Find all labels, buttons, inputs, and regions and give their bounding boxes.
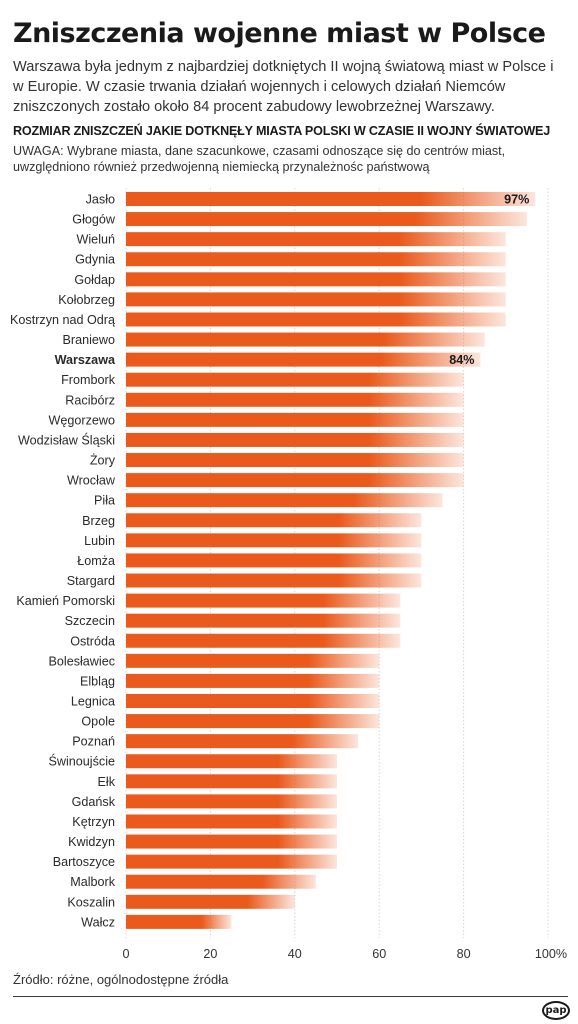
bar	[126, 533, 422, 548]
category-label: Wodzisław Śląski	[18, 432, 115, 447]
bar	[126, 513, 422, 528]
bar	[126, 874, 316, 889]
category-label: Wieluń	[77, 233, 116, 247]
bar	[126, 372, 464, 387]
bar	[126, 573, 422, 588]
category-label: Brzeg	[82, 514, 115, 528]
bar	[126, 814, 337, 829]
bar	[126, 694, 380, 708]
bar	[126, 714, 380, 729]
bar	[126, 794, 337, 809]
bar	[126, 412, 464, 427]
bar	[126, 754, 337, 769]
category-label: Piła	[94, 494, 115, 508]
bar	[126, 232, 506, 247]
data-label: 97%	[504, 193, 529, 207]
category-label: Kostrzyn nad Odrą	[10, 313, 115, 327]
x-tick-label: 40	[288, 947, 302, 961]
category-label: Ełk	[98, 775, 116, 789]
category-label: Frombork	[61, 373, 116, 387]
bar	[126, 613, 401, 628]
x-tick-label: 0	[122, 947, 129, 961]
chart-subtitle: ROZMIAR ZNISZCZEŃ JAKIE DOTKNĘŁY MIASTA …	[13, 124, 551, 138]
bar	[126, 392, 464, 407]
category-label: Kwidzyn	[68, 835, 115, 849]
category-label: Bartoszyce	[53, 855, 115, 869]
footer-rule	[13, 996, 568, 997]
bar	[126, 633, 401, 648]
bar	[126, 473, 464, 488]
category-label: Warszawa	[55, 353, 116, 367]
category-label: Elbląg	[80, 674, 115, 688]
bar	[126, 834, 337, 849]
bar	[126, 854, 337, 869]
bar	[126, 252, 506, 267]
bar	[126, 653, 380, 668]
x-tick-label: 60	[372, 947, 386, 961]
category-label: Żory	[90, 454, 116, 468]
category-label: Poznań	[72, 735, 115, 749]
bar	[126, 593, 401, 608]
category-label: Świnoujście	[49, 754, 116, 769]
category-label: Gdynia	[75, 253, 115, 267]
source-text: Źródło: różne, ogólnodostępne źródła	[13, 972, 229, 987]
pap-logo: pap	[542, 1001, 570, 1020]
category-label: Opole	[81, 715, 115, 729]
category-label: Bolesławiec	[49, 654, 116, 668]
bar	[126, 332, 485, 347]
lead-paragraph: Warszawa była jednym z najbardziej dotkn…	[13, 59, 554, 115]
category-label: Stargard	[67, 574, 115, 588]
data-label: 84%	[449, 353, 474, 367]
bar	[126, 292, 506, 307]
x-tick-label: 20	[203, 947, 217, 961]
bar	[126, 272, 506, 287]
category-label: Kamień Pomorski	[16, 594, 115, 608]
x-tick-label: 100%	[535, 947, 567, 961]
category-label: Lubin	[84, 534, 115, 548]
bar	[126, 352, 481, 367]
category-label: Ostróda	[70, 634, 115, 648]
category-label: Malbork	[70, 875, 115, 889]
category-label: Gdańsk	[72, 795, 116, 809]
bar	[126, 774, 337, 789]
category-label: Gołdap	[74, 273, 115, 287]
category-label: Wałcz	[81, 915, 115, 929]
category-label: Szczecin	[65, 614, 115, 628]
bar	[126, 432, 464, 447]
category-label: Węgorzewo	[49, 413, 116, 427]
bar	[126, 192, 536, 206]
bar	[126, 493, 443, 508]
category-label: Kołobrzeg	[58, 293, 115, 307]
category-label: Łomża	[77, 554, 115, 568]
bar	[126, 453, 464, 468]
bar	[126, 553, 422, 568]
bar	[126, 894, 295, 909]
x-tick-label: 80	[457, 947, 471, 961]
bar	[126, 312, 506, 327]
category-label: Koszalin	[67, 895, 115, 909]
category-label: Racibórz	[65, 393, 115, 407]
category-label: Jasło	[86, 193, 115, 207]
chart-note: UWAGA: Wybrane miasta, dane szacunkowe, …	[13, 144, 506, 174]
bar	[126, 734, 359, 749]
category-label: Głogów	[72, 213, 116, 227]
category-label: Legnica	[71, 695, 115, 709]
page-title: Zniszczenia wojenne miast w Polsce	[13, 18, 546, 49]
bar	[126, 673, 380, 688]
category-label: Wrocław	[67, 474, 116, 488]
category-label: Braniewo	[62, 333, 115, 347]
category-label: Kętrzyn	[72, 815, 115, 829]
bar	[126, 212, 527, 227]
bar	[126, 914, 232, 929]
